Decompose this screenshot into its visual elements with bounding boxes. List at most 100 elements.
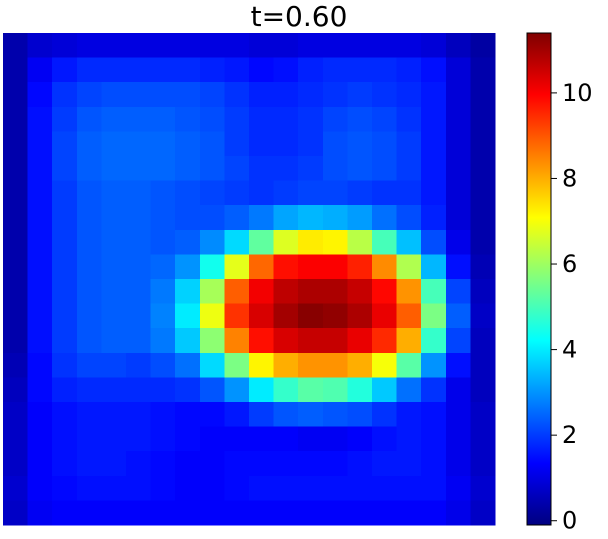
heatmap-cell [372, 500, 398, 526]
heatmap-cell [445, 426, 471, 452]
heatmap-cell [273, 106, 299, 132]
heatmap-cell [76, 106, 102, 132]
heatmap-cell [199, 254, 225, 280]
heatmap-cell [445, 229, 471, 255]
heatmap-cell [273, 500, 299, 526]
heatmap-cell [470, 131, 496, 157]
heatmap-cell [298, 229, 324, 255]
heatmap-cell [273, 156, 299, 182]
heatmap-cell [445, 500, 471, 526]
heatmap-cell [372, 156, 398, 182]
heatmap-cell [421, 205, 447, 231]
heatmap-cell [3, 33, 29, 59]
heatmap-cell [470, 352, 496, 378]
heatmap-cell [52, 33, 78, 59]
heatmap-cell [27, 156, 53, 182]
heatmap-cell [298, 377, 324, 403]
heatmap-cell [249, 377, 275, 403]
heatmap-cell [126, 377, 152, 403]
heatmap-cell [396, 106, 422, 132]
heatmap-cell [298, 426, 324, 452]
heatmap-cell [76, 475, 102, 501]
heatmap-cell [101, 205, 127, 231]
heatmap-cell [52, 303, 78, 329]
heatmap-cell [101, 229, 127, 255]
heatmap-cell [27, 33, 53, 59]
heatmap-cell [3, 475, 29, 501]
heatmap-cell [52, 254, 78, 280]
heatmap-cell [126, 57, 152, 83]
colorbar-tick-label: 4 [562, 336, 577, 364]
heatmap-cell [76, 303, 102, 329]
heatmap-cell [347, 82, 373, 108]
heatmap-cell [52, 426, 78, 452]
heatmap-cell [52, 451, 78, 477]
heatmap-cell [101, 352, 127, 378]
heatmap-cell [52, 229, 78, 255]
heatmap-cell [445, 106, 471, 132]
heatmap-cell [372, 180, 398, 206]
heatmap-cell [199, 303, 225, 329]
heatmap-cell [298, 279, 324, 305]
heatmap-cell [76, 180, 102, 206]
heatmap-cell [347, 180, 373, 206]
heatmap-cell [101, 156, 127, 182]
heatmap-cell [347, 352, 373, 378]
heatmap-cell [273, 131, 299, 157]
heatmap-cell [445, 254, 471, 280]
heatmap-cell [126, 279, 152, 305]
heatmap-cell [101, 426, 127, 452]
heatmap-cell [126, 451, 152, 477]
heatmap-cell [126, 254, 152, 280]
heatmap-cell [224, 180, 250, 206]
heatmap-cell [126, 352, 152, 378]
heatmap-cell [470, 279, 496, 305]
heatmap-cell [273, 180, 299, 206]
heatmap-cell [199, 377, 225, 403]
heatmap-cell [27, 131, 53, 157]
heatmap-cell [347, 328, 373, 354]
colorbar-tick-label: 6 [562, 250, 577, 278]
heatmap-cell [347, 402, 373, 428]
heatmap-cell [126, 180, 152, 206]
heatmap-cell [27, 328, 53, 354]
heatmap-cell [150, 229, 176, 255]
heatmap-cell [445, 205, 471, 231]
heatmap-cell [249, 451, 275, 477]
heatmap-cell [470, 426, 496, 452]
heatmap-cell [175, 352, 201, 378]
heatmap-cell [175, 180, 201, 206]
heatmap-cell [298, 33, 324, 59]
heatmap-cell [150, 254, 176, 280]
heatmap-cell [150, 106, 176, 132]
heatmap-cell [249, 303, 275, 329]
heatmap-cell [470, 82, 496, 108]
heatmap-cell [224, 500, 250, 526]
heatmap-cell [199, 229, 225, 255]
heatmap-cell [322, 475, 348, 501]
heatmap-cell [298, 106, 324, 132]
heatmap-cell [175, 33, 201, 59]
heatmap-cell [396, 131, 422, 157]
heatmap-cell [249, 352, 275, 378]
heatmap-cell [150, 33, 176, 59]
heatmap-cell [445, 352, 471, 378]
heatmap-cell [199, 180, 225, 206]
heatmap-cell [273, 303, 299, 329]
heatmap-cell [470, 328, 496, 354]
heatmap-cell [396, 377, 422, 403]
heatmap-cell [126, 33, 152, 59]
heatmap-cell [273, 475, 299, 501]
heatmap-cell [101, 451, 127, 477]
heatmap-cell [322, 106, 348, 132]
heatmap-cell [249, 279, 275, 305]
heatmap-cell [445, 156, 471, 182]
heatmap-cell [224, 106, 250, 132]
heatmap-cell [298, 82, 324, 108]
heatmap-cell [421, 451, 447, 477]
heatmap-cell [249, 205, 275, 231]
heatmap-cell [322, 303, 348, 329]
colorbar-tick-label: 0 [562, 507, 577, 535]
heatmap-cell [249, 131, 275, 157]
